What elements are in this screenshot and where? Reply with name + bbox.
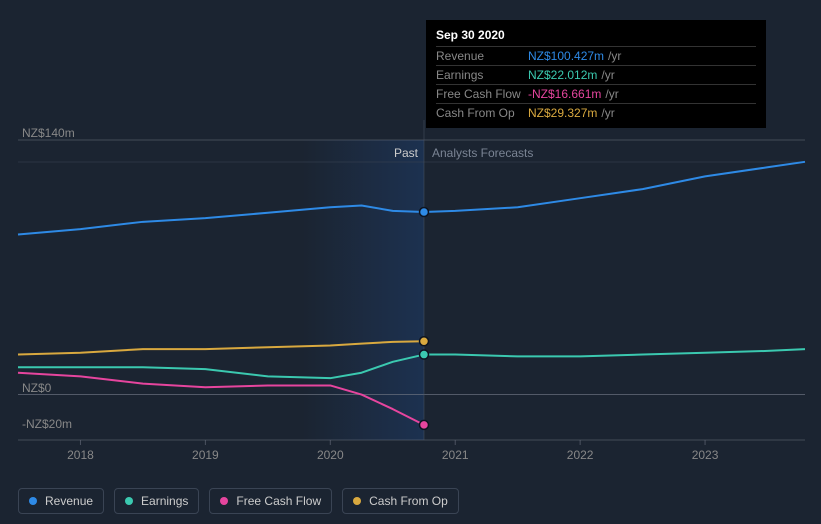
y-axis-tick-label: NZ$0 <box>22 381 51 395</box>
tooltip-row-unit: /yr <box>601 68 614 82</box>
y-axis-tick-label: -NZ$20m <box>22 417 72 431</box>
tooltip-row-unit: /yr <box>608 49 621 63</box>
legend-item-label: Cash From Op <box>369 494 448 508</box>
past-section-label: Past <box>394 146 418 160</box>
legend-item-cash-from-op[interactable]: Cash From Op <box>342 488 459 514</box>
x-axis-tick-label: 2020 <box>317 448 344 462</box>
x-axis-tick-label: 2023 <box>692 448 719 462</box>
legend-dot-icon <box>353 497 361 505</box>
tooltip-row-value: NZ$100.427m <box>528 49 604 63</box>
chart-tooltip: Sep 30 2020 RevenueNZ$100.427m/yrEarning… <box>426 20 766 128</box>
x-axis-tick-label: 2018 <box>67 448 94 462</box>
legend-dot-icon <box>220 497 228 505</box>
tooltip-row-value: -NZ$16.661m <box>528 87 601 101</box>
tooltip-row: RevenueNZ$100.427m/yr <box>436 46 756 65</box>
financial-chart: -NZ$20m NZ$0 NZ$140m 2018 2019 2020 2021 2022 2… <box>18 0 805 470</box>
legend-item-earnings[interactable]: Earnings <box>114 488 199 514</box>
tooltip-row-label: Earnings <box>436 68 528 82</box>
tooltip-row-label: Free Cash Flow <box>436 87 528 101</box>
y-axis-tick-label: NZ$140m <box>22 126 75 140</box>
tooltip-row-label: Cash From Op <box>436 106 528 120</box>
tooltip-row-value: NZ$29.327m <box>528 106 597 120</box>
legend-dot-icon <box>125 497 133 505</box>
legend-item-label: Revenue <box>45 494 93 508</box>
tooltip-row-unit: /yr <box>605 87 618 101</box>
tooltip-row: Cash From OpNZ$29.327m/yr <box>436 103 756 122</box>
tooltip-row: Free Cash Flow-NZ$16.661m/yr <box>436 84 756 103</box>
x-axis-tick-label: 2021 <box>442 448 469 462</box>
tooltip-row-label: Revenue <box>436 49 528 63</box>
chart-legend: Revenue Earnings Free Cash Flow Cash From O… <box>18 488 459 514</box>
forecast-section-label: Analysts Forecasts <box>432 146 533 160</box>
tooltip-row-unit: /yr <box>601 106 614 120</box>
x-axis-tick-label: 2019 <box>192 448 219 462</box>
tooltip-row-value: NZ$22.012m <box>528 68 597 82</box>
tooltip-row: EarningsNZ$22.012m/yr <box>436 65 756 84</box>
x-axis-tick-label: 2022 <box>567 448 594 462</box>
legend-dot-icon <box>29 497 37 505</box>
tooltip-date: Sep 30 2020 <box>436 28 756 46</box>
legend-item-free-cash-flow[interactable]: Free Cash Flow <box>209 488 332 514</box>
legend-item-revenue[interactable]: Revenue <box>18 488 104 514</box>
legend-item-label: Free Cash Flow <box>236 494 321 508</box>
legend-item-label: Earnings <box>141 494 188 508</box>
